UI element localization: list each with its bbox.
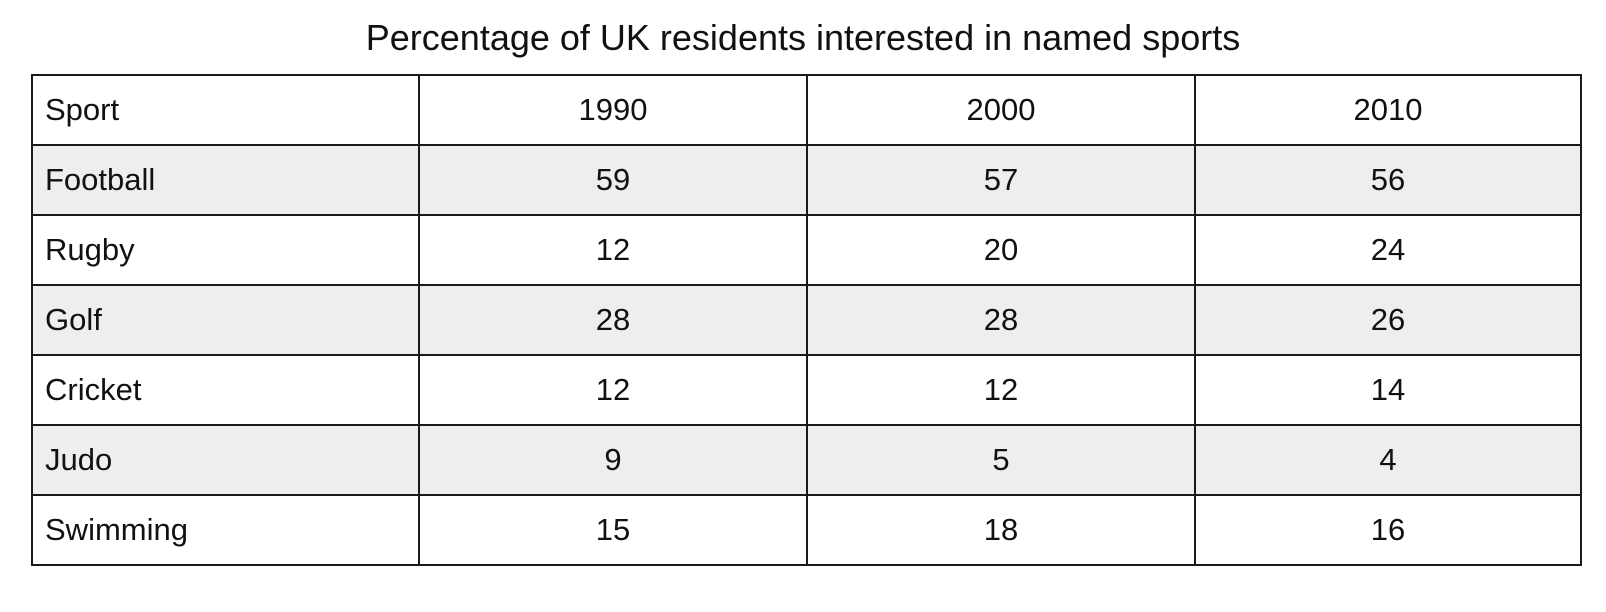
table-row: Swimming 15 18 16 (31, 494, 1582, 566)
table-cell: 18 (806, 494, 1196, 566)
column-header-1990: 1990 (418, 74, 808, 146)
table-cell: 12 (418, 354, 808, 426)
row-label: Judo (31, 424, 420, 496)
data-table: Sport 1990 2000 2010 Football 59 57 56 R… (31, 74, 1582, 566)
table-cell: 4 (1194, 424, 1582, 496)
table-cell: 28 (806, 284, 1196, 356)
table-cell: 57 (806, 144, 1196, 216)
row-label: Cricket (31, 354, 420, 426)
table-cell: 26 (1194, 284, 1582, 356)
table-row: Cricket 12 12 14 (31, 354, 1582, 426)
chart-title: Percentage of UK residents interested in… (365, 17, 1241, 58)
table-row: Rugby 12 20 24 (31, 214, 1582, 286)
row-label: Golf (31, 284, 420, 356)
table-cell: 56 (1194, 144, 1582, 216)
column-header-2010: 2010 (1194, 74, 1582, 146)
table-cell: 59 (418, 144, 808, 216)
column-header-2000: 2000 (806, 74, 1196, 146)
table-cell: 14 (1194, 354, 1582, 426)
row-label: Swimming (31, 494, 420, 566)
table-cell: 28 (418, 284, 808, 356)
column-header-sport: Sport (31, 74, 420, 146)
table-row: Golf 28 28 26 (31, 284, 1582, 356)
table-row: Judo 9 5 4 (31, 424, 1582, 496)
table-cell: 16 (1194, 494, 1582, 566)
table-cell: 20 (806, 214, 1196, 286)
table-cell: 12 (806, 354, 1196, 426)
header-row: Sport 1990 2000 2010 (31, 74, 1582, 146)
table-cell: 5 (806, 424, 1196, 496)
table-cell: 15 (418, 494, 808, 566)
row-label: Football (31, 144, 420, 216)
table-cell: 9 (418, 424, 808, 496)
table-cell: 24 (1194, 214, 1582, 286)
row-label: Rugby (31, 214, 420, 286)
table-cell: 12 (418, 214, 808, 286)
table-row: Football 59 57 56 (31, 144, 1582, 216)
